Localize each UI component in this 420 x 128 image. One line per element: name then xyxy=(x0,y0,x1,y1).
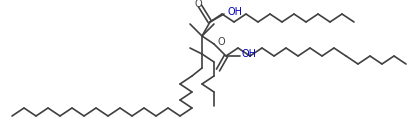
Text: OH: OH xyxy=(242,49,257,59)
Text: O: O xyxy=(194,0,202,9)
Text: O: O xyxy=(217,37,225,47)
Text: OH: OH xyxy=(228,7,243,17)
